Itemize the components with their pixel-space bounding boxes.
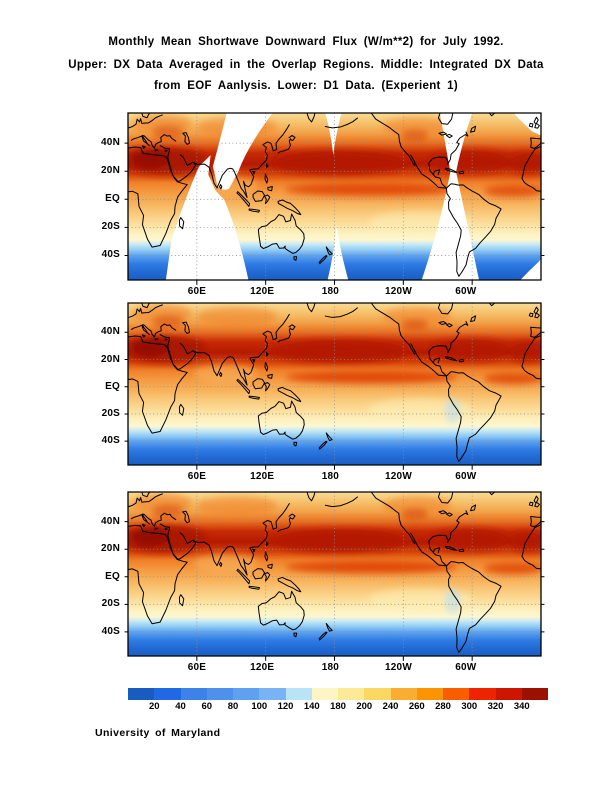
colorbar-tick-label: 80 [227,701,239,712]
colorbar-tick-label: 60 [201,701,213,712]
colorbar-cell [495,688,522,700]
lat-tick-label: 40S [101,625,120,637]
lon-tick-label: 180 [321,471,339,482]
map-panel-lower: 40N 20N EQ 20S 40S 60E 120E 180 120W 60W [101,492,541,682]
lat-tick-label: 20N [101,543,120,555]
lon-tick-label: 60W [455,286,477,297]
colorbar-tick-label: 20 [148,701,160,712]
lon-tick-label: 120W [385,662,412,673]
colorbar-tick-label: 140 [303,701,320,712]
lon-tick-label: 60W [455,471,477,482]
lat-tick-label: EQ [105,380,120,392]
lat-tick-label: 20S [101,598,120,610]
lon-tick-label: 120E [250,286,275,297]
colorbar-tick-label: 180 [330,701,346,712]
colorbar-tick-label: 120 [277,701,294,712]
colorbar-cell [338,688,365,700]
colorbar-tick-label: 300 [461,701,478,712]
colorbar-tick-label: 200 [356,701,373,712]
tick-marks [125,522,545,661]
lat-tick-label: 40S [101,435,120,447]
lat-tick-label: 40N [101,326,120,338]
credit-text: University of Maryland [95,727,221,739]
lon-tick-label: 60E [187,286,207,297]
tick-marks [125,143,545,285]
colorbar-cell [443,688,470,700]
lat-tick-label: EQ [105,193,120,205]
colorbar-cell [233,688,260,700]
colorbar-cell [311,688,338,700]
lon-tick-label: 60W [455,662,477,673]
colorbar-cell [364,688,391,700]
tick-marks [125,332,545,469]
figure-title-line-2: Upper: DX Data Averaged in the Overlap R… [68,59,544,71]
lat-tick-label: 20N [101,165,120,177]
lat-tick-label: 40S [101,249,120,261]
colorbar-tick-label: 280 [435,701,451,712]
shortwave-flux-map-middle [128,303,541,465]
lon-tick-label: 120E [250,662,275,673]
lon-tick-label: 60E [187,471,207,482]
figure-title-line-3: from EOF Aanlysis. Lower: D1 Data. (Expe… [153,80,458,92]
colorbar-tick-label: 100 [251,701,268,712]
colorbar-cell [285,688,312,700]
colorbar-cell [469,688,496,700]
lon-tick-label: 120E [250,471,275,482]
lon-tick-label: 60E [187,662,207,673]
colorbar-cell [154,688,181,700]
figure-title-line-1: Monthly Mean Shortwave Downward Flux (W/… [108,36,504,48]
map-panel-middle: 40N 20N EQ 20S 40S 60E 120E 180 120W 60W [101,303,541,491]
colorbar-tick-label: 320 [487,701,504,712]
colorbar-cell [259,688,286,700]
colorbar-cell [128,688,155,700]
lon-tick-label: 180 [321,662,339,673]
colorbar-cell [206,688,233,700]
lon-tick-label: 120W [385,471,412,482]
colorbar-tick-label: 240 [382,701,399,712]
colorbar-tick-label: 40 [175,701,186,712]
map-panel-upper: 40N 20N EQ 20S 40S 60E 120E 180 120W 60W [101,113,541,306]
shortwave-flux-map-lower [128,492,541,656]
lat-tick-label: 20S [101,407,120,419]
lat-tick-label: 40N [101,137,120,149]
lat-tick-label: 20N [101,353,120,365]
lon-tick-label: 120W [385,286,412,297]
lat-tick-label: EQ [105,570,120,582]
colorbar-cell [180,688,207,700]
colorbar-tick-label: 340 [513,701,530,712]
colorbar-cell [521,688,548,700]
colorbar [128,688,548,700]
lon-tick-label: 180 [321,286,339,297]
lat-tick-label: 20S [101,221,120,233]
shortwave-flux-map-upper [128,113,541,280]
colorbar-cell [416,688,443,700]
colorbar-cell [390,688,417,700]
lat-tick-label: 40N [101,515,120,527]
colorbar-tick-label: 260 [408,701,425,712]
